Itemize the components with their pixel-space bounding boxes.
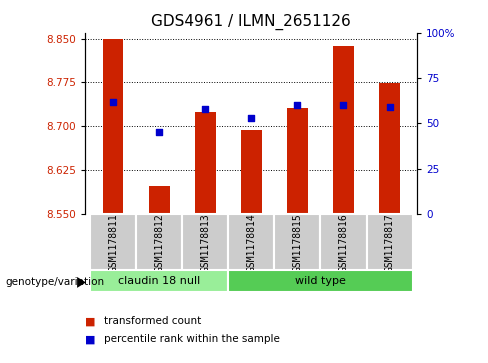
Text: genotype/variation: genotype/variation [5, 277, 104, 287]
Point [340, 102, 347, 108]
Bar [333, 45, 354, 214]
Bar [136, 214, 182, 270]
Bar [321, 214, 366, 270]
Polygon shape [77, 277, 86, 288]
Title: GDS4961 / ILMN_2651126: GDS4961 / ILMN_2651126 [151, 14, 351, 30]
Text: GSM1178812: GSM1178812 [154, 213, 164, 272]
Bar [149, 186, 169, 214]
Text: GSM1178813: GSM1178813 [200, 213, 210, 272]
Point [155, 130, 163, 135]
Text: claudin 18 null: claudin 18 null [118, 276, 200, 286]
Bar [287, 107, 308, 214]
Bar [182, 214, 228, 270]
Point [293, 102, 301, 108]
Text: transformed count: transformed count [104, 316, 201, 326]
Bar [102, 39, 123, 214]
Text: ■: ■ [85, 334, 96, 344]
Point [202, 106, 209, 112]
Bar [195, 112, 216, 214]
Bar [274, 214, 321, 270]
Text: GSM1178816: GSM1178816 [339, 213, 348, 272]
Text: wild type: wild type [295, 276, 346, 286]
Bar [90, 270, 228, 292]
Point [109, 99, 117, 105]
Bar [241, 130, 262, 214]
Text: GSM1178817: GSM1178817 [385, 213, 395, 272]
Text: percentile rank within the sample: percentile rank within the sample [104, 334, 280, 344]
Text: ■: ■ [85, 316, 96, 326]
Bar [379, 83, 400, 214]
Point [386, 104, 393, 110]
Text: GSM1178815: GSM1178815 [292, 213, 303, 272]
Bar [228, 214, 274, 270]
Bar [90, 214, 136, 270]
Bar [228, 270, 413, 292]
Bar [366, 214, 413, 270]
Text: GSM1178811: GSM1178811 [108, 213, 118, 272]
Text: GSM1178814: GSM1178814 [246, 213, 256, 272]
Point [247, 115, 255, 121]
